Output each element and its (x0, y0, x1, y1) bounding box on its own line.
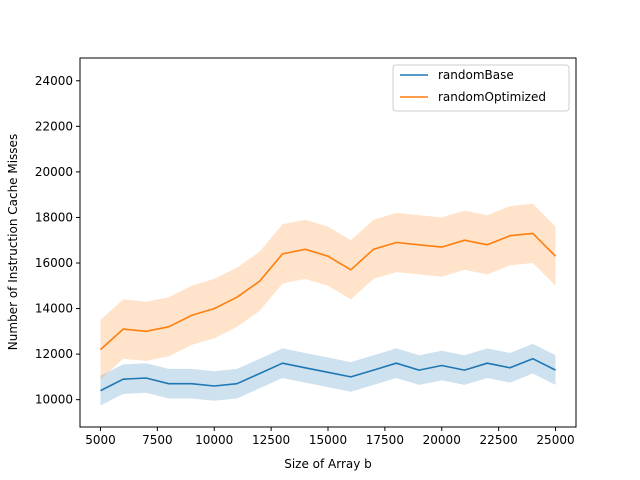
x-tick-label: 15000 (309, 433, 347, 447)
x-tick-label: 20000 (423, 433, 461, 447)
y-tick-label: 10000 (35, 393, 73, 407)
y-tick-label: 12000 (35, 347, 73, 361)
x-tick-label: 17500 (366, 433, 404, 447)
series-line-randombase (100, 357, 556, 392)
x-axis-label: Size of Array b (284, 457, 372, 471)
y-tick-label: 16000 (35, 256, 73, 270)
x-axis-ticks: 5000 7500 10000 12500 15000 17500 20000 22500 25… (85, 427, 575, 447)
legend-box (392, 64, 570, 112)
y-axis-label: Number of Instruction Cache Misses (6, 134, 20, 350)
x-tick-label: 25000 (536, 433, 574, 447)
x-tick-label: 22500 (480, 433, 518, 447)
x-tick-label: 5000 (85, 433, 116, 447)
series-line-randomoptimized (99, 232, 557, 351)
x-tick-label: 10000 (195, 433, 233, 447)
y-tick-label: 14000 (35, 302, 73, 316)
x-tick-label: 12500 (252, 433, 290, 447)
series-lines (99, 232, 557, 392)
x-tick-label: 7500 (142, 433, 173, 447)
confidence-band-randombase (100, 343, 556, 406)
legend-label-randombase: randomBase (438, 68, 514, 82)
legend: randomBase randomOptimized (392, 64, 570, 112)
y-tick-label: 18000 (35, 210, 73, 224)
y-tick-label: 22000 (35, 119, 73, 133)
y-axis-ticks: 10000 12000 14000 16000 18000 20000 22000 24000 (35, 74, 80, 407)
y-tick-label: 20000 (35, 165, 73, 179)
y-tick-label: 24000 (35, 74, 73, 88)
confidence-bands (100, 203, 556, 406)
legend-label-randomoptimized: randomOptimized (438, 90, 546, 104)
